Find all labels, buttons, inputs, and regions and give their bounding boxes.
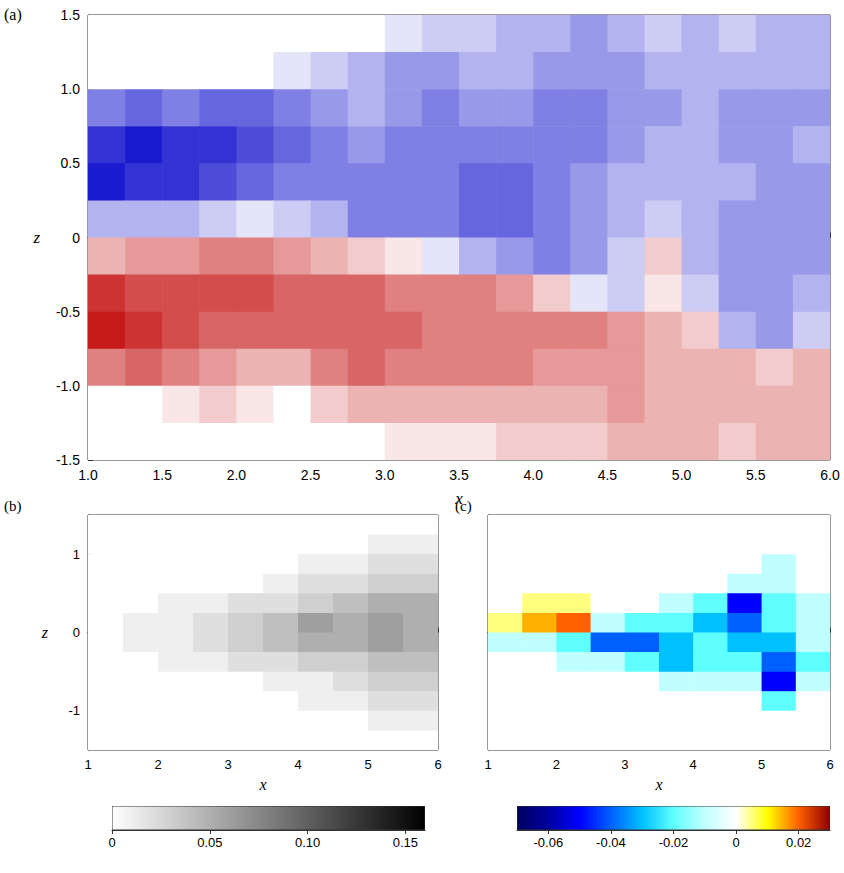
svg-text:2.5: 2.5 bbox=[301, 467, 321, 483]
svg-text:3.5: 3.5 bbox=[449, 467, 469, 483]
svg-text:0.05: 0.05 bbox=[197, 835, 222, 850]
svg-text:5.0: 5.0 bbox=[672, 467, 692, 483]
svg-text:-1: -1 bbox=[68, 703, 80, 718]
svg-text:0: 0 bbox=[732, 835, 739, 850]
svg-text:-1.5: -1.5 bbox=[56, 452, 80, 468]
svg-text:3: 3 bbox=[621, 757, 628, 772]
svg-text:0: 0 bbox=[72, 230, 80, 246]
svg-text:-0.02: -0.02 bbox=[659, 835, 689, 850]
svg-text:1: 1 bbox=[73, 547, 80, 562]
svg-text:1.5: 1.5 bbox=[61, 7, 81, 23]
svg-text:z: z bbox=[32, 228, 40, 247]
svg-text:2: 2 bbox=[154, 757, 161, 772]
svg-text:(c): (c) bbox=[455, 497, 472, 514]
svg-text:6.0: 6.0 bbox=[820, 467, 840, 483]
svg-text:3.0: 3.0 bbox=[375, 467, 395, 483]
svg-text:5.5: 5.5 bbox=[746, 467, 766, 483]
svg-text:2: 2 bbox=[553, 757, 560, 772]
svg-text:4: 4 bbox=[690, 757, 697, 772]
svg-text:x: x bbox=[454, 489, 463, 508]
svg-text:5: 5 bbox=[758, 757, 765, 772]
svg-text:0: 0 bbox=[73, 625, 80, 640]
svg-text:1.5: 1.5 bbox=[152, 467, 172, 483]
svg-text:0.5: 0.5 bbox=[61, 155, 81, 171]
svg-text:1.0: 1.0 bbox=[78, 467, 98, 483]
svg-text:z: z bbox=[41, 624, 49, 641]
svg-text:1.0: 1.0 bbox=[61, 81, 81, 97]
svg-text:3: 3 bbox=[224, 757, 231, 772]
svg-text:-1.0: -1.0 bbox=[56, 378, 80, 394]
svg-text:(b): (b) bbox=[4, 498, 22, 515]
svg-text:6: 6 bbox=[826, 757, 833, 772]
svg-text:6: 6 bbox=[434, 757, 441, 772]
svg-text:2.0: 2.0 bbox=[227, 467, 247, 483]
svg-text:-0.06: -0.06 bbox=[533, 835, 563, 850]
svg-text:4.5: 4.5 bbox=[598, 467, 618, 483]
svg-text:(a): (a) bbox=[4, 6, 22, 24]
svg-text:0.10: 0.10 bbox=[295, 835, 320, 850]
svg-text:-0.5: -0.5 bbox=[56, 304, 80, 320]
svg-text:x: x bbox=[258, 776, 266, 793]
svg-text:4: 4 bbox=[294, 757, 301, 772]
svg-text:0: 0 bbox=[108, 835, 115, 850]
svg-text:0.02: 0.02 bbox=[786, 835, 811, 850]
svg-text:4.0: 4.0 bbox=[523, 467, 543, 483]
svg-text:0.15: 0.15 bbox=[393, 835, 418, 850]
svg-text:-0.04: -0.04 bbox=[596, 835, 626, 850]
svg-text:x: x bbox=[654, 776, 662, 793]
svg-text:1: 1 bbox=[484, 757, 491, 772]
svg-text:1: 1 bbox=[84, 757, 91, 772]
svg-text:5: 5 bbox=[364, 757, 371, 772]
